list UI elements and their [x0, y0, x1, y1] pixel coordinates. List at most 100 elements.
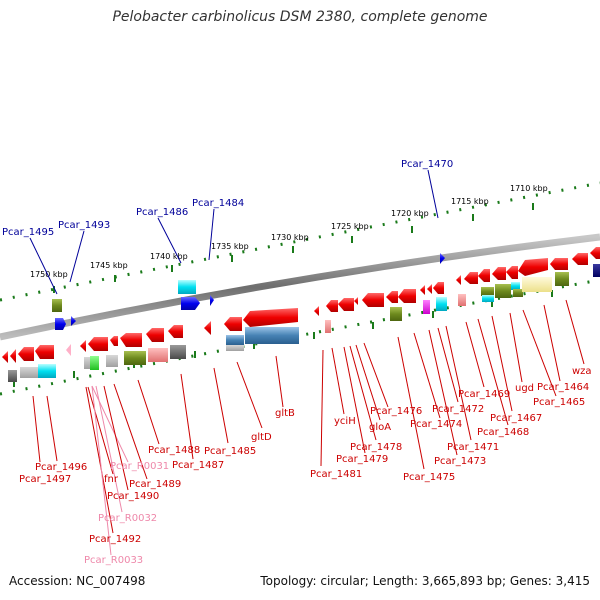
feature-box — [124, 351, 146, 365]
reverse-arrow — [168, 325, 183, 338]
forward-arrow — [181, 297, 200, 310]
gene-label: Pcar_1495 — [2, 227, 54, 238]
reverse-arrow — [88, 337, 108, 351]
gene-label: wza — [572, 366, 592, 377]
gene-label: yciH — [334, 416, 356, 427]
reverse-arrow — [354, 297, 358, 305]
feature-box — [555, 272, 569, 286]
reverse-arrow — [80, 340, 86, 352]
gene-label: Pcar_1479 — [336, 454, 388, 465]
gene-label: Pcar_1471 — [447, 442, 499, 453]
feature-box — [20, 367, 38, 378]
rna-label: Pcar_R0032 — [98, 513, 157, 524]
reverse-strand-features-right — [314, 247, 600, 333]
reverse-arrow — [120, 333, 142, 347]
reverse-arrow — [518, 258, 548, 276]
feature-box — [52, 299, 62, 312]
feature-box — [226, 345, 244, 351]
reverse-arrow — [18, 347, 34, 361]
feature-box — [8, 370, 17, 382]
gene-label: Pcar_1478 — [350, 442, 402, 453]
gene-label: Pcar_1497 — [19, 474, 71, 485]
reverse-arrow — [550, 258, 568, 270]
feature-box — [495, 284, 511, 298]
gene-label: Pcar_1472 — [432, 404, 484, 415]
gene-label: Pcar_1488 — [148, 445, 200, 456]
reverse-arrow — [326, 300, 338, 312]
gene-label: fnr — [104, 474, 119, 485]
map-title: Pelobacter carbinolicus DSM 2380, comple… — [112, 9, 488, 25]
gene-label: gltD — [251, 432, 272, 443]
reverse-arrow — [572, 253, 588, 265]
feature-box — [458, 294, 466, 306]
gene-label: Pcar_1473 — [434, 456, 486, 467]
gene-label: Pcar_1467 — [490, 413, 542, 424]
gene-label: Pcar_1469 — [458, 389, 510, 400]
feature-box — [436, 297, 447, 311]
scale-label: 1710 kbp — [510, 184, 548, 193]
feature-box — [482, 295, 494, 302]
gene-label: Pcar_1468 — [477, 427, 529, 438]
reverse-arrow — [492, 267, 506, 280]
feature-box — [481, 287, 494, 296]
rna-arrow — [66, 344, 71, 356]
scale-label: 1750 kbp — [30, 270, 68, 279]
scale-label: 1735 kbp — [211, 242, 249, 251]
rna-label: Pcar_R0033 — [84, 555, 143, 566]
gene-label: Pcar_1484 — [192, 198, 244, 209]
feature-box — [226, 335, 244, 345]
feature-box — [90, 356, 99, 370]
reverse-arrow — [2, 351, 8, 363]
feature-box — [245, 327, 299, 344]
reverse-arrow — [204, 321, 211, 335]
scale-label: 1730 kbp — [271, 233, 309, 242]
reverse-arrow — [427, 284, 432, 294]
gene-label: Pcar_1470 — [401, 159, 453, 170]
scale-label: 1745 kbp — [90, 261, 128, 270]
forward-arrow — [55, 318, 66, 330]
gene-label: Pcar_1476 — [370, 406, 422, 417]
feature-box — [148, 348, 168, 362]
gene-label: Pcar_1475 — [403, 472, 455, 483]
reverse-arrow — [433, 282, 444, 294]
reverse-arrow — [386, 291, 398, 303]
gene-label: Pcar_1496 — [35, 462, 87, 473]
reverse-arrow — [478, 269, 490, 282]
gene-label: Pcar_1492 — [89, 534, 141, 545]
reverse-strand-features — [2, 308, 299, 382]
gene-label: Pcar_1489 — [129, 479, 181, 490]
feature-box — [84, 357, 90, 369]
accession-text: Accession: NC_007498 — [9, 574, 146, 588]
feature-box — [513, 289, 523, 297]
reverse-arrow — [314, 306, 319, 316]
feature-box — [106, 355, 118, 367]
reverse-arrow — [110, 336, 118, 346]
feature-box — [390, 307, 402, 321]
bottom-leader-lines — [32, 299, 585, 556]
reverse-arrow — [590, 247, 600, 259]
gene-label: Pcar_1474 — [410, 419, 462, 430]
scale-label: 1715 kbp — [451, 197, 489, 206]
scale-label: 1720 kbp — [391, 209, 429, 218]
gene-label: Pcar_1481 — [310, 469, 362, 480]
gene-label: Pcar_1490 — [107, 491, 159, 502]
reverse-arrow — [506, 266, 518, 279]
gene-label: gltB — [275, 408, 295, 419]
feature-box — [423, 300, 430, 314]
gene-label: Pcar_1486 — [136, 207, 188, 218]
scale-label: 1725 kbp — [331, 222, 369, 231]
reverse-arrow — [10, 349, 16, 363]
feature-box — [511, 282, 520, 290]
reverse-arrow — [35, 345, 54, 359]
genome-backbone — [0, 233, 600, 341]
topology-text: Topology: circular; Length: 3,665,893 bp… — [260, 574, 590, 588]
forward-strand-features — [52, 253, 445, 330]
reverse-arrow — [398, 289, 416, 303]
feature-box — [178, 280, 196, 294]
forward-arrow — [440, 253, 445, 264]
scale-label: 1740 kbp — [150, 252, 188, 261]
feature-box — [522, 277, 552, 292]
gene-label: Pcar_1464 — [537, 382, 589, 393]
feature-box — [325, 320, 331, 333]
